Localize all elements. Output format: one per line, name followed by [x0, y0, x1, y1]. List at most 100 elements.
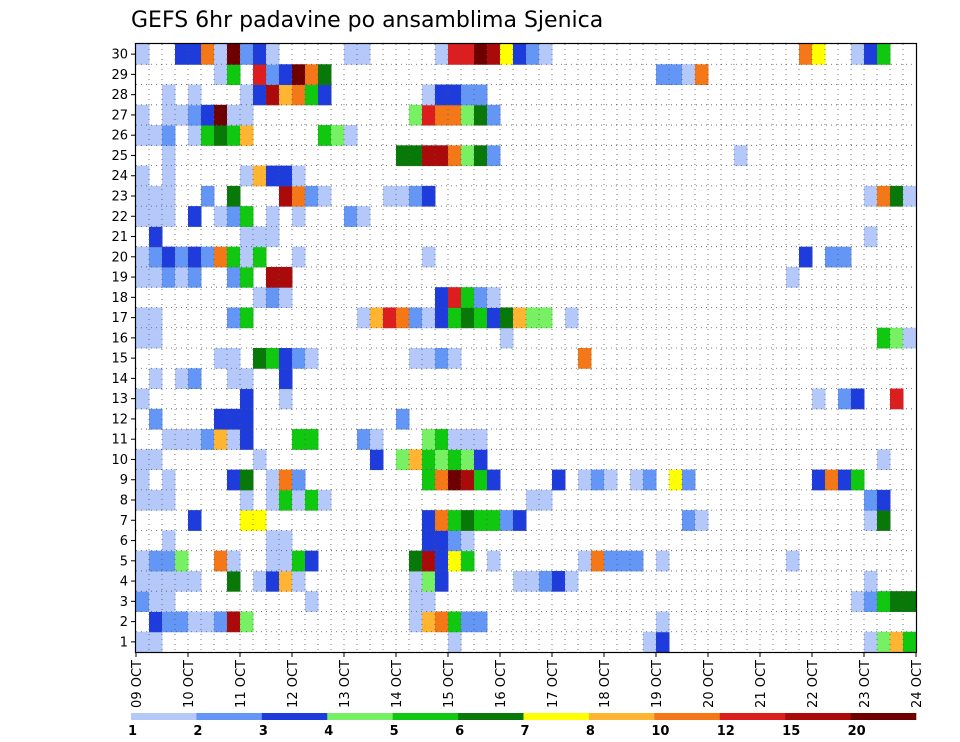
precip-cell	[903, 591, 917, 612]
y-tick-label: 20	[111, 250, 128, 265]
y-tick-label: 23	[111, 190, 128, 205]
precip-cell	[487, 469, 501, 491]
precip-cell	[253, 226, 267, 248]
precip-cell	[240, 266, 254, 288]
precip-cell	[240, 206, 254, 227]
precip-cell	[149, 307, 163, 329]
colorbar-swatch	[654, 713, 721, 720]
precip-cell	[162, 84, 176, 106]
precip-cell	[162, 206, 176, 227]
precip-cell	[149, 246, 163, 268]
precip-cell	[266, 550, 280, 572]
precip-cell	[864, 226, 878, 248]
precip-cell	[682, 64, 696, 86]
precip-cell	[227, 368, 241, 390]
colorbar-label: 10	[651, 724, 669, 739]
precip-cell	[461, 611, 475, 633]
precip-cell	[214, 348, 228, 369]
precip-cell	[318, 84, 332, 106]
precip-cell	[188, 125, 202, 146]
precip-cell	[201, 429, 215, 450]
precip-cell	[474, 84, 488, 106]
precip-cell	[383, 307, 397, 329]
precip-cell	[474, 611, 488, 633]
precip-cell	[279, 84, 293, 106]
colorbar-swatch	[392, 713, 459, 720]
colorbar-label: 6	[455, 724, 464, 739]
precip-cell	[266, 489, 280, 511]
precip-cell	[877, 591, 891, 612]
precip-cell	[162, 489, 176, 511]
precip-cell	[864, 185, 878, 207]
precip-cell	[513, 307, 527, 329]
precip-cell	[461, 469, 475, 491]
precip-cell	[539, 44, 553, 65]
precip-cell	[279, 570, 293, 592]
precip-cell	[448, 469, 462, 491]
precip-cell	[227, 469, 241, 491]
precip-cell	[279, 469, 293, 491]
precip-cell	[435, 287, 449, 308]
precip-cell	[487, 44, 501, 65]
precip-cell	[799, 44, 813, 65]
precip-cell	[136, 631, 150, 653]
gridlines	[136, 44, 916, 652]
precip-cell	[903, 631, 917, 653]
precip-cell	[877, 327, 891, 349]
precip-cell	[851, 469, 865, 491]
precip-cell	[383, 185, 397, 207]
precip-cell	[136, 165, 150, 187]
precip-cell	[136, 44, 150, 65]
precip-cell	[292, 429, 306, 450]
precip-cell	[279, 489, 293, 511]
precip-cell	[318, 489, 332, 511]
y-tick-label: 6	[120, 534, 128, 549]
precip-cell	[305, 591, 319, 612]
precip-cell	[435, 570, 449, 592]
precip-cell	[266, 226, 280, 248]
precip-cell	[435, 550, 449, 572]
precip-cell	[162, 145, 176, 167]
precip-cell	[266, 64, 280, 86]
precip-cell	[214, 125, 228, 146]
precip-cell	[903, 185, 917, 207]
precip-cell	[643, 631, 657, 653]
precip-cell	[474, 145, 488, 167]
y-tick-label: 9	[120, 473, 128, 488]
precip-cell	[188, 104, 202, 126]
precip-cell	[253, 165, 267, 187]
precip-cell	[656, 550, 670, 572]
precip-cell	[266, 165, 280, 187]
precip-cell	[305, 185, 319, 207]
precip-cell	[513, 44, 527, 65]
precip-cell	[864, 591, 878, 612]
precip-cell	[227, 104, 241, 126]
precip-cell	[591, 469, 605, 491]
precip-cell	[786, 550, 800, 572]
precip-cell	[136, 388, 150, 410]
precip-cell	[227, 125, 241, 146]
precip-cell	[136, 185, 150, 207]
colorbar-swatch	[131, 713, 197, 720]
y-tick-label: 30	[111, 48, 128, 63]
precip-cell	[188, 510, 202, 531]
precip-cell	[370, 307, 384, 329]
x-tick-label: 09 OCT	[130, 660, 145, 708]
precip-cell	[266, 530, 280, 552]
precip-cell	[422, 530, 436, 552]
precip-cell	[422, 348, 436, 369]
precip-cell	[526, 489, 540, 511]
precip-cell	[266, 266, 280, 288]
precip-cell	[292, 570, 306, 592]
colorbar-label: 2	[193, 724, 202, 739]
precip-cell	[227, 348, 241, 369]
y-tick-label: 3	[120, 595, 128, 610]
x-tick-label: 17 OCT	[546, 660, 561, 708]
y-tick-label: 27	[111, 108, 128, 123]
precip-cell	[422, 307, 436, 329]
precip-cell	[240, 469, 254, 491]
precip-cell	[227, 550, 241, 572]
precip-cell	[292, 64, 306, 86]
precip-cell	[227, 570, 241, 592]
x-tick-label: 10 OCT	[182, 660, 197, 708]
